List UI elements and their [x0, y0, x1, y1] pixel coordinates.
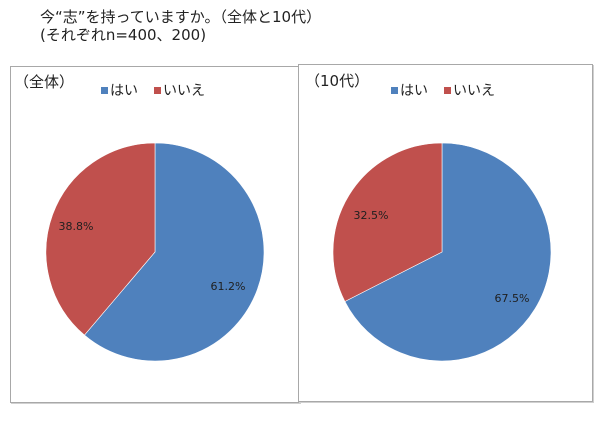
- panel-title-teens: （10代）: [305, 72, 370, 90]
- data-label-no: 38.8%: [59, 220, 94, 233]
- legend-label-no: いいえ: [163, 83, 205, 99]
- legend-label-yes: はい: [400, 83, 428, 99]
- pie-chart-teens: 67.5% 32.5%: [332, 142, 552, 362]
- legend-item-no: いいえ: [444, 80, 495, 100]
- figure-title: 今“志”を持っていますか。（全体と10代） (それぞれn=400、200): [40, 8, 321, 44]
- data-label-yes: 61.2%: [211, 280, 246, 293]
- pie-slice-yes: [344, 142, 552, 362]
- legend-swatch-no: [444, 86, 451, 94]
- legend-swatch-yes: [391, 86, 398, 94]
- legend-swatch-no: [154, 86, 161, 94]
- pie-slice-yes: [84, 142, 265, 362]
- chart-panel-overall: （全体） はい いいえ 61.2% 38.8%: [10, 66, 300, 403]
- data-label-yes: 67.5%: [495, 292, 530, 305]
- figure-title-line1: 今“志”を持っていますか。（全体と10代）: [40, 8, 322, 26]
- pie-slice-no: [332, 142, 443, 302]
- legend-item-yes: はい: [391, 80, 428, 100]
- panel-title-overall: （全体）: [14, 73, 75, 91]
- legend-swatch-yes: [101, 86, 108, 94]
- legend-item-no: いいえ: [154, 80, 205, 100]
- legend-label-no: いいえ: [453, 83, 495, 99]
- data-label-no: 32.5%: [354, 209, 389, 222]
- pie-slice-no: [45, 142, 156, 336]
- chart-panel-teens: （10代） はい いいえ 67.5% 32.5%: [298, 64, 593, 402]
- pie-chart-overall: 61.2% 38.8%: [45, 142, 265, 362]
- legend-teens: はい いいえ: [391, 80, 511, 100]
- legend-label-yes: はい: [110, 83, 138, 99]
- legend-overall: はい いいえ: [101, 80, 221, 100]
- legend-item-yes: はい: [101, 80, 138, 100]
- figure-title-line2: (それぞれn=400、200): [40, 26, 207, 44]
